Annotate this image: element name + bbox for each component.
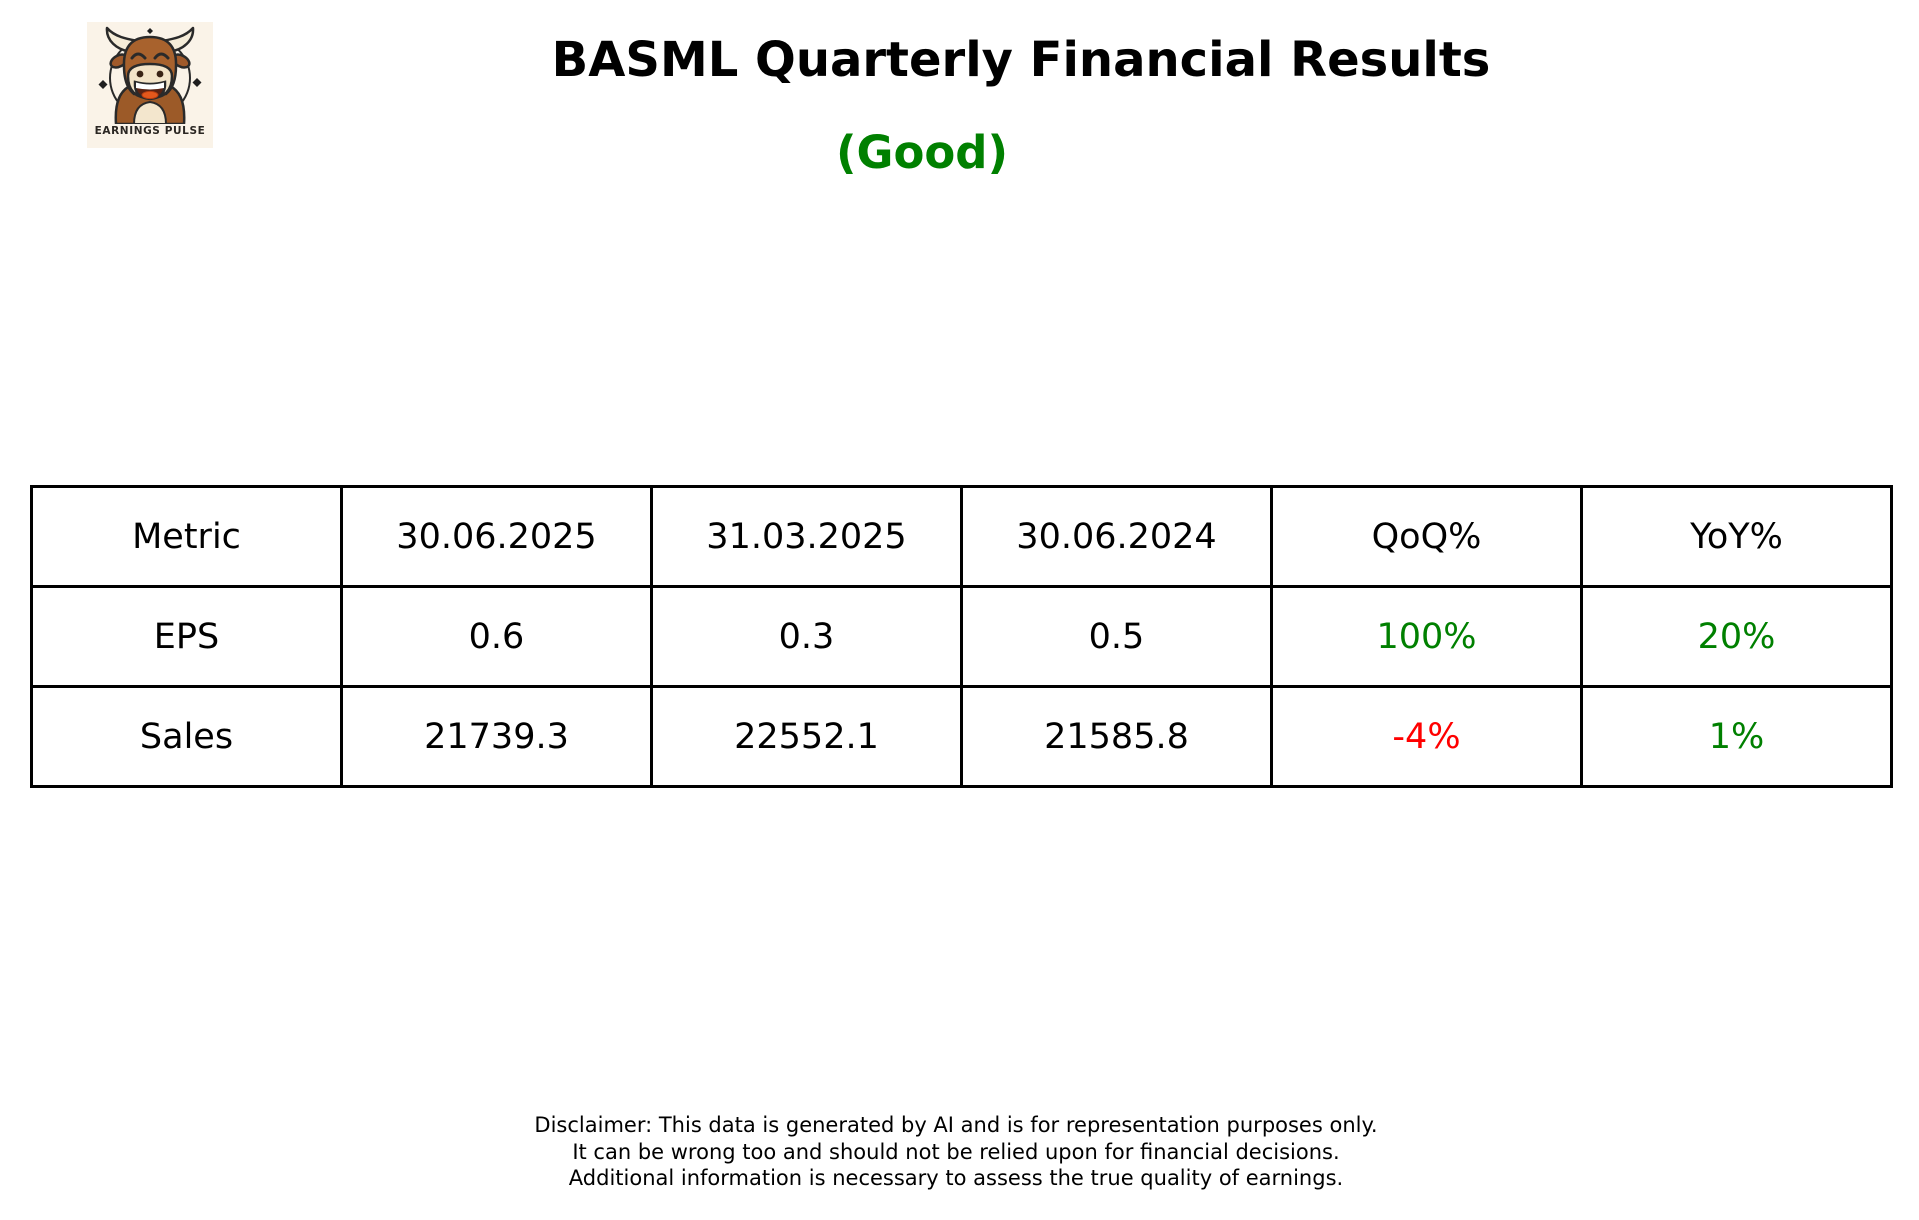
qoq-cell: -4% bbox=[1270, 685, 1583, 788]
table-header-row: Metric 30.06.2025 31.03.2025 30.06.2024 … bbox=[30, 485, 1893, 588]
yoy-cell: 1% bbox=[1580, 685, 1893, 788]
value-cell: 22552.1 bbox=[650, 685, 963, 788]
col-header-q-current: 30.06.2025 bbox=[340, 485, 653, 588]
value-cell: 21585.8 bbox=[960, 685, 1273, 788]
disclaimer-line-1: Disclaimer: This data is generated by AI… bbox=[534, 1113, 1378, 1137]
page-title: BASML Quarterly Financial Results bbox=[551, 32, 1491, 88]
col-header-yoy: YoY% bbox=[1580, 485, 1893, 588]
col-header-q-previous: 31.03.2025 bbox=[650, 485, 963, 588]
laughing-bull-icon bbox=[98, 26, 202, 124]
col-header-metric: Metric bbox=[30, 485, 343, 588]
table-row-eps: EPS 0.6 0.3 0.5 100% 20% bbox=[30, 585, 1893, 688]
qoq-cell: 100% bbox=[1270, 585, 1583, 688]
disclaimer-line-2: It can be wrong too and should not be re… bbox=[572, 1139, 1340, 1164]
earnings-pulse-logo: EARNINGS PULSE bbox=[87, 22, 213, 148]
col-header-qoq: QoQ% bbox=[1270, 485, 1583, 588]
value-cell: 0.6 bbox=[340, 585, 653, 688]
disclaimer-line-3: Additional information is necessary to a… bbox=[568, 1166, 1344, 1190]
verdict-label: (Good) bbox=[835, 126, 1009, 179]
financials-table: Metric 30.06.2025 31.03.2025 30.06.2024 … bbox=[30, 485, 1893, 788]
col-header-q-yearago: 30.06.2024 bbox=[960, 485, 1273, 588]
disclaimer-text: Disclaimer: This data is generated by AI… bbox=[534, 1112, 1377, 1192]
value-cell: 21739.3 bbox=[340, 685, 653, 788]
logo-caption: EARNINGS PULSE bbox=[94, 125, 206, 137]
table-row-sales: Sales 21739.3 22552.1 21585.8 -4% 1% bbox=[30, 685, 1893, 788]
yoy-cell: 20% bbox=[1580, 585, 1893, 688]
value-cell: 0.5 bbox=[960, 585, 1273, 688]
metric-cell: EPS bbox=[30, 585, 343, 688]
metric-cell: Sales bbox=[30, 685, 343, 788]
value-cell: 0.3 bbox=[650, 585, 963, 688]
